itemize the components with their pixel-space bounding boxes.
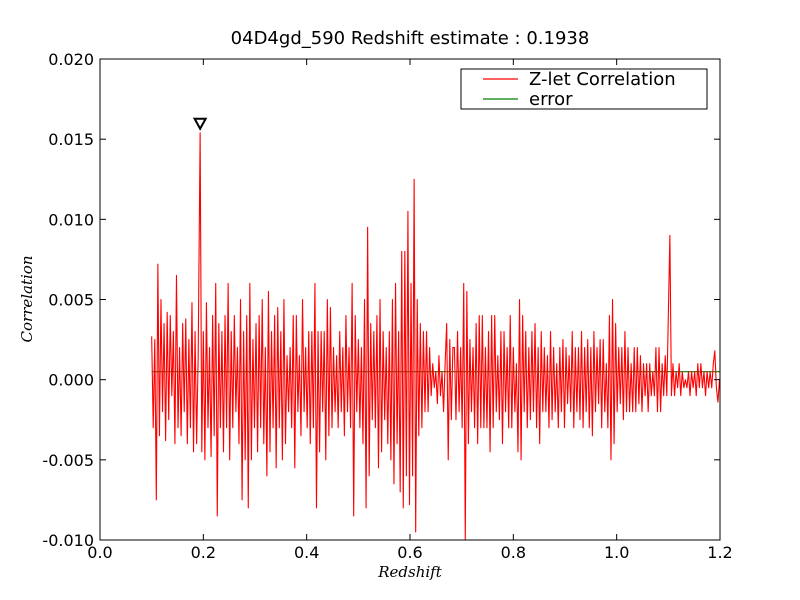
- legend: Z-let Correlation error: [460, 68, 708, 110]
- y-tick-label: 0.015: [48, 130, 94, 149]
- legend-box: [460, 68, 708, 110]
- x-tick-label: 1.0: [604, 543, 629, 562]
- legend-label-zlet: Z-let Correlation: [529, 69, 676, 90]
- chart-title: 04D4gd_590 Redshift estimate : 0.1938: [231, 28, 590, 49]
- legend-label-error: error: [529, 89, 573, 110]
- x-tick-label: 0.0: [87, 543, 112, 562]
- series-layer: [151, 117, 721, 541]
- y-tick-label: 0.000: [48, 371, 94, 390]
- x-tick-label: 0.2: [191, 543, 216, 562]
- y-tick-label: 0.020: [48, 50, 94, 69]
- x-tick-label: 0.4: [294, 543, 319, 562]
- x-tick-label: 0.6: [397, 543, 422, 562]
- y-tick-label: -0.005: [42, 451, 94, 470]
- x-tick-label: 0.8: [501, 543, 526, 562]
- y-tick-label: 0.005: [48, 291, 94, 310]
- series-line-zlet-correlation: [151, 132, 721, 541]
- x-tick-label: 1.2: [707, 543, 732, 562]
- y-tick-label: -0.010: [42, 531, 94, 550]
- ticks-layer: 0.0 0.2 0.4 0.6 0.8 1.0 1.2 -0.010 -0.005 0.000 0.…: [42, 50, 732, 562]
- y-tick-label: 0.010: [48, 210, 94, 229]
- y-axis-label: Correlation: [18, 256, 36, 343]
- x-axis-label: Redshift: [377, 563, 442, 581]
- peak-marker: [192, 117, 208, 131]
